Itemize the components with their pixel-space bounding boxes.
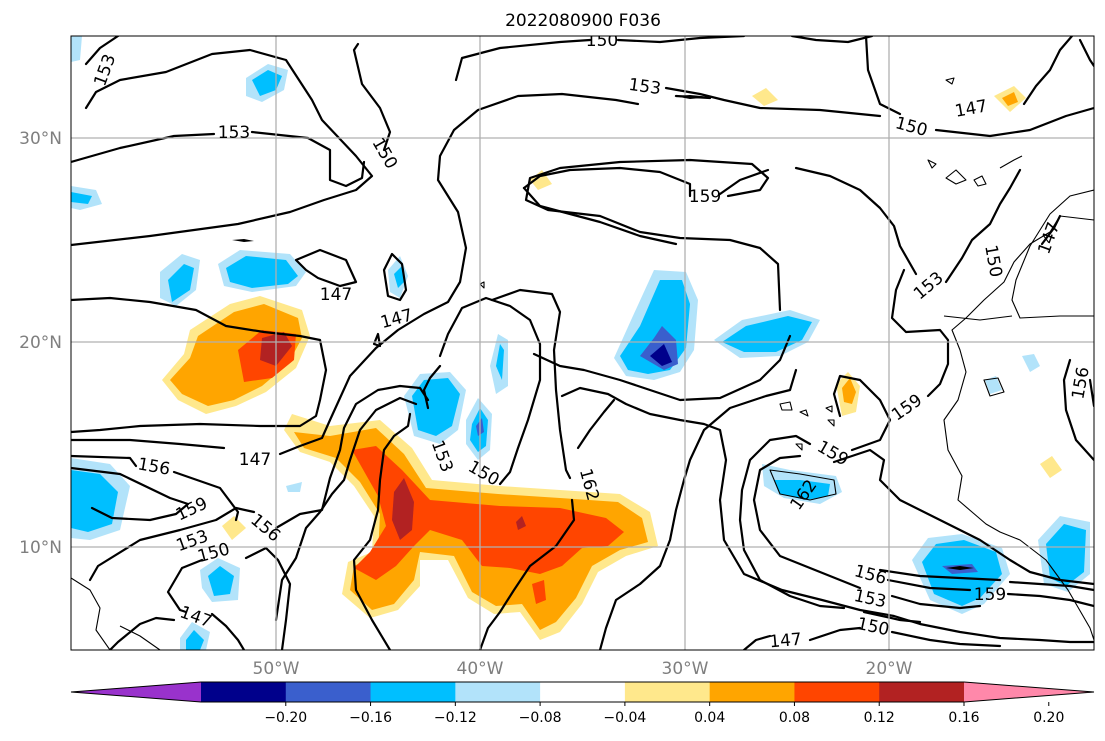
contour-label: 159 [689, 187, 721, 207]
colorbar-tick-label: 0.20 [1033, 710, 1064, 726]
contour-label: 147 [320, 285, 352, 305]
colorbar-tick-label: −0.04 [603, 710, 646, 726]
colorbar-tick-label: 0.16 [948, 710, 979, 726]
colorbar: −0.20 −0.16 −0.12 −0.08 −0.04 0.04 0.08 0.12 0.1… [70, 681, 1095, 726]
colorbar-segment [794, 682, 880, 702]
contour-label: 159 [974, 585, 1006, 605]
map-panel: 150 153 153 150 147 153 150 159 147 147 … [71, 31, 1094, 653]
graticule [71, 36, 1094, 650]
contour-small-features [232, 95, 974, 570]
colorbar-tick-label: 0.08 [779, 710, 810, 726]
colorbar-segment [624, 682, 711, 702]
colorbar-tick-label: −0.16 [349, 710, 392, 726]
height-contours [71, 36, 1094, 650]
contour-label: 147 [769, 630, 803, 653]
lon-label: 30°W [662, 659, 709, 679]
colorbar-tick-label: −0.12 [434, 710, 477, 726]
colorbar-segment [370, 682, 456, 702]
colorbar-tick-label: 0.04 [694, 710, 725, 726]
contour-label: 153 [218, 123, 250, 143]
colorbar-segment [540, 682, 626, 702]
lon-label: 50°W [253, 659, 300, 679]
map-frame [70, 35, 1095, 651]
contour-label: 153 [627, 75, 662, 99]
colorbar-tick-label: −0.20 [264, 710, 307, 726]
colorbar-segment [201, 682, 287, 702]
contour-label: 150 [586, 31, 618, 51]
colorbar-outline [70, 681, 1095, 703]
colorbar-segment [285, 682, 372, 702]
colorbar-segment [709, 682, 795, 702]
lat-label: 20°N [19, 333, 62, 353]
lat-label: 10°N [19, 538, 62, 558]
latitude-labels: 30°N 20°N 10°N [19, 129, 62, 558]
coastlines [71, 77, 1094, 650]
lon-label: 20°W [866, 659, 913, 679]
colorbar-extend-high [964, 682, 1094, 702]
colorbar-tick-label: −0.08 [519, 710, 562, 726]
map-title: 2022080900 F036 [505, 11, 661, 31]
longitude-labels: 50°W 40°W 30°W 20°W [253, 659, 913, 679]
contour-label: 147 [239, 450, 271, 470]
colorbar-extend-low [71, 682, 201, 702]
lat-label: 30°N [19, 129, 62, 149]
colorbar-tick-label: 0.12 [864, 710, 895, 726]
colorbar-segment [879, 682, 965, 702]
lon-label: 40°W [457, 659, 504, 679]
colorbar-segment [455, 682, 541, 702]
